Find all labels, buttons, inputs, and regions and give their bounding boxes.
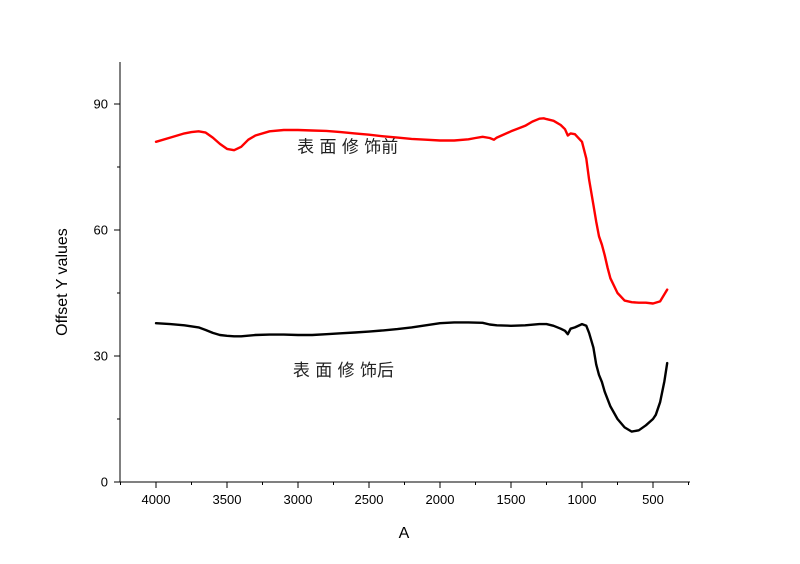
x-tick-label: 3500 (213, 492, 242, 507)
x-tick-label: 500 (642, 492, 664, 507)
series-line-1 (154, 117, 669, 305)
y-tick-label: 60 (94, 223, 108, 238)
annotation-annot-top: 表 面 修 饰前 (297, 137, 398, 157)
series-line-2 (154, 321, 669, 433)
y-tick-label: 30 (94, 349, 108, 364)
x-tick-label: 4000 (142, 492, 171, 507)
x-tick-label: 3000 (284, 492, 313, 507)
annotations: 表 面 修 饰前表 面 修 饰后 (293, 137, 398, 381)
y-tick-label: 90 (94, 97, 108, 112)
axes (119, 62, 690, 483)
y-axis-title: Offset Y values (54, 228, 71, 336)
x-tick-label: 2500 (355, 492, 384, 507)
y-ticks: 0 30 60 90 (94, 97, 120, 490)
series-group (154, 117, 669, 433)
x-axis-title: A (399, 525, 410, 542)
x-tick-label: 1000 (568, 492, 597, 507)
annotation-annot-bottom: 表 面 修 饰后 (293, 361, 394, 381)
x-tick-label: 2000 (426, 492, 455, 507)
x-ticks: 4000 3500 3000 2500 2000 1500 1000 500 (120, 482, 689, 507)
y-tick-label: 0 (101, 475, 108, 490)
x-tick-label: 1500 (497, 492, 526, 507)
